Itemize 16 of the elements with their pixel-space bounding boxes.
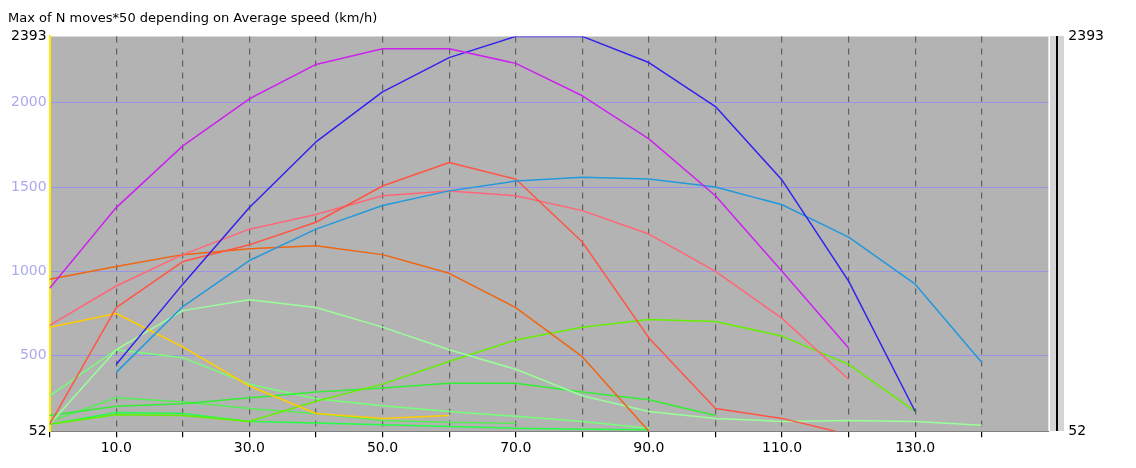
y-tick-label: 500 xyxy=(19,346,47,363)
y2-tick-label: 2393 xyxy=(1068,27,1105,44)
x-tick-label: 70.0 xyxy=(500,439,532,456)
x-tick-label: 50.0 xyxy=(366,439,399,456)
chart-title: Max of N moves*50 depending on Average speed (km/h) xyxy=(8,9,378,25)
y-tick-label: 2000 xyxy=(10,93,47,110)
x-tick-label: 110.0 xyxy=(761,439,803,456)
y-tick-label: 52 xyxy=(28,421,47,438)
x-tick-label: 130.0 xyxy=(895,439,936,456)
y-tick-label: 1000 xyxy=(10,261,47,278)
y2-tick-label: 52 xyxy=(1068,421,1087,438)
x-tick-label: 10.0 xyxy=(100,439,132,456)
y-tick-label: 2393 xyxy=(10,27,47,44)
x-tick-label: 90.0 xyxy=(633,439,665,456)
y-tick-label: 1500 xyxy=(10,177,47,194)
x-tick-label: 30.0 xyxy=(233,439,265,456)
